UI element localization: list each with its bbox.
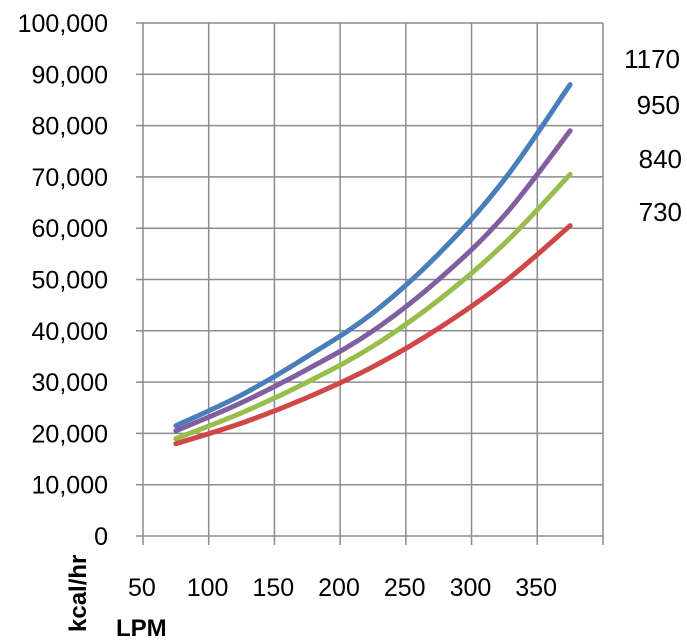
series-label-1170: 1170	[624, 44, 680, 74]
y-tick-label: 30,000	[32, 369, 108, 397]
x-tick-label: 50	[128, 574, 156, 602]
series-labels: 1170 950 840 730	[624, 44, 682, 227]
y-tick-label: 80,000	[32, 113, 108, 141]
x-tick-label: 100	[187, 574, 229, 602]
x-tick-label: 200	[318, 574, 360, 602]
y-axis-ticks: 0 10,000 20,000 30,000 40,000 50,000 60,000 70,…	[18, 10, 108, 551]
series-line-840	[173, 171, 573, 442]
x-tick-label: 150	[252, 574, 294, 602]
y-tick-label: 10,000	[32, 472, 108, 500]
x-tick-label: 250	[384, 574, 426, 602]
y-tick-label: 0	[94, 523, 108, 551]
y-tick-label: 60,000	[32, 215, 108, 243]
series-label-950: 950	[637, 90, 680, 120]
series-line-950	[173, 128, 573, 434]
series-line-730	[173, 223, 573, 447]
y-axis-title: kcal/hr	[65, 555, 92, 632]
x-tick-label: 300	[450, 574, 492, 602]
y-tick-label: 70,000	[32, 164, 108, 192]
series-lines	[173, 82, 573, 447]
y-tick-label: 40,000	[32, 318, 108, 346]
x-axis-title: LPM	[116, 615, 167, 642]
y-tick-label: 100,000	[18, 10, 108, 38]
y-tick-label: 50,000	[32, 267, 108, 295]
x-axis-ticks: 50 100 150 200 250 300 350	[128, 574, 557, 602]
axes	[136, 22, 604, 545]
y-tick-label: 90,000	[32, 61, 108, 89]
gridlines	[143, 22, 604, 536]
x-tick-label: 350	[515, 574, 557, 602]
y-tick-label: 20,000	[32, 420, 108, 448]
series-label-730: 730	[639, 197, 682, 227]
series-line-1170	[173, 82, 573, 429]
series-label-840: 840	[639, 144, 682, 174]
